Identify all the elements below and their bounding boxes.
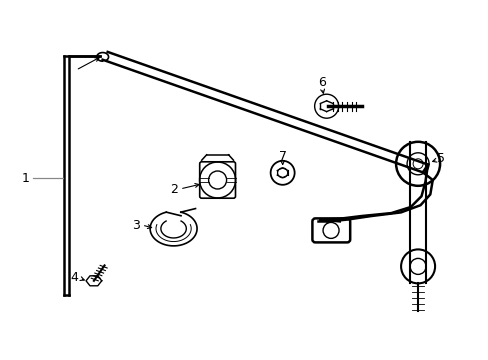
Text: 6: 6	[317, 76, 325, 89]
Text: 7: 7	[278, 150, 286, 163]
Text: 3: 3	[132, 219, 140, 231]
Text: 5: 5	[436, 152, 444, 165]
Text: 4: 4	[70, 271, 78, 284]
Text: 2: 2	[169, 183, 177, 195]
Text: 1: 1	[21, 172, 29, 185]
